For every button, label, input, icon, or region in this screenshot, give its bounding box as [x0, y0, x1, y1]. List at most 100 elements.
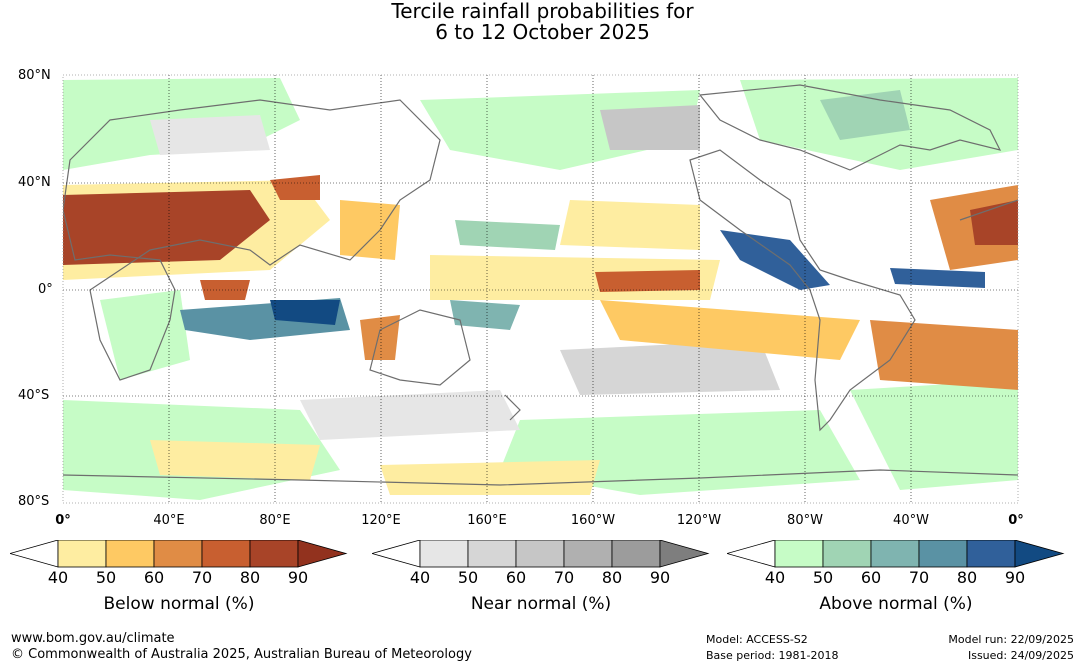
- lon-label-0-east: 0°: [1008, 513, 1024, 528]
- colorbar-near-normal-caption: Near normal (%): [470, 594, 612, 614]
- swatch-near-6: [659, 539, 710, 568]
- lat-label-40s: 40°S: [18, 388, 50, 403]
- swatch-below-2: [105, 539, 155, 568]
- swatch-above-1: [774, 539, 824, 568]
- probability-map: [62, 74, 1019, 504]
- above-normal-strong-region: [890, 268, 985, 288]
- lon-label-80w: 80°W: [787, 513, 823, 528]
- tick-below-90: 90: [287, 568, 309, 587]
- lat-label-equator: 0°: [38, 282, 53, 297]
- tick-above-90: 90: [1004, 568, 1026, 587]
- swatch-above-2: [822, 539, 872, 568]
- below-normal-region: [63, 190, 270, 265]
- below-normal-region: [600, 300, 860, 360]
- swatch-below-4: [201, 539, 251, 568]
- tick-near-70: 70: [553, 568, 575, 587]
- map-title-line-1: Tercile rainfall probabilities for: [391, 0, 694, 23]
- colorbar-below-normal-swatches: [8, 539, 348, 568]
- below-normal-region: [970, 200, 1018, 245]
- swatch-below-0: [8, 539, 59, 568]
- tick-above-40: 40: [764, 568, 786, 587]
- lon-label-40e: 40°E: [153, 513, 185, 528]
- swatch-near-5: [611, 539, 661, 568]
- footer-url-link[interactable]: www.bom.gov.au/climate: [11, 631, 175, 646]
- near-normal-region: [560, 340, 780, 395]
- lat-label-40n: 40°N: [18, 175, 51, 190]
- footer-model: Model: ACCESS-S2: [706, 633, 808, 646]
- above-normal-strong-region: [450, 300, 520, 330]
- above-normal-strong-region: [455, 220, 560, 250]
- swatch-near-4: [563, 539, 613, 568]
- footer-copyright: © Commonwealth of Australia 2025, Austra…: [11, 647, 472, 662]
- near-normal-region: [600, 105, 700, 150]
- lon-label-40w: 40°W: [893, 513, 929, 528]
- swatch-near-0: [370, 539, 421, 568]
- tick-near-60: 60: [505, 568, 527, 587]
- swatch-below-5: [249, 539, 299, 568]
- tick-above-80: 80: [956, 568, 978, 587]
- map-title-line-2: 6 to 12 October 2025: [435, 20, 650, 44]
- coastlines: [63, 84, 1018, 486]
- colorbar-above-normal-caption: Above normal (%): [819, 594, 973, 614]
- above-normal-region: [100, 290, 190, 380]
- below-normal-region: [595, 270, 700, 292]
- tick-near-50: 50: [457, 568, 479, 587]
- lon-label-120w: 120°W: [676, 513, 722, 528]
- swatch-below-6: [297, 539, 348, 568]
- tick-below-60: 60: [143, 568, 165, 587]
- footer-model-info: Model: ACCESS-S2 Base period: 1981-2018: [706, 632, 838, 664]
- tick-below-40: 40: [47, 568, 69, 587]
- tick-above-50: 50: [812, 568, 834, 587]
- tick-below-70: 70: [191, 568, 213, 587]
- tick-near-90: 90: [649, 568, 671, 587]
- below-normal-region: [270, 175, 320, 200]
- tick-above-60: 60: [860, 568, 882, 587]
- below-normal-region: [870, 320, 1018, 390]
- lon-label-160e: 160°E: [467, 513, 507, 528]
- swatch-above-5: [966, 539, 1016, 568]
- swatch-near-2: [467, 539, 517, 568]
- lon-label-160w: 160°W: [570, 513, 616, 528]
- tick-below-50: 50: [95, 568, 117, 587]
- swatch-below-3: [153, 539, 203, 568]
- above-normal-strong-region: [720, 230, 830, 290]
- tick-near-40: 40: [409, 568, 431, 587]
- footer-base-period: Base period: 1981-2018: [706, 649, 839, 662]
- graticule: [63, 75, 1018, 503]
- colorbar-below-normal-caption: Below normal (%): [103, 594, 255, 614]
- above-normal-region: [850, 380, 1018, 490]
- lon-label-0: 0°: [55, 513, 71, 528]
- below-normal-region: [380, 460, 600, 495]
- lon-label-120e: 120°E: [361, 513, 401, 528]
- tick-below-80: 80: [239, 568, 261, 587]
- lat-label-80s: 80°S: [18, 494, 50, 509]
- above-normal-strong-region: [270, 300, 340, 325]
- swatch-near-3: [515, 539, 565, 568]
- below-normal-region: [150, 440, 320, 480]
- footer-run-info: Model run: 22/09/2025 Issued: 24/09/2025: [948, 632, 1074, 664]
- probability-fields: [63, 78, 1018, 500]
- below-normal-region: [340, 200, 400, 260]
- map-frame: [62, 74, 1019, 504]
- colorbar-above-normal: 40 50 60 70 80 90 Above normal (%): [725, 539, 1065, 620]
- below-normal-region: [560, 200, 700, 250]
- tick-near-80: 80: [601, 568, 623, 587]
- near-normal-region: [300, 390, 520, 440]
- colorbar-near-normal: 40 50 60 70 80 90 Near normal (%): [370, 539, 710, 620]
- footer-left: www.bom.gov.au/climate © Commonwealth of…: [11, 631, 472, 663]
- above-normal-region: [820, 90, 910, 140]
- tick-above-70: 70: [908, 568, 930, 587]
- colorbar-below-normal: 40 50 60 70 80 90 Below normal (%): [8, 539, 348, 620]
- swatch-below-1: [57, 539, 107, 568]
- lat-label-80n: 80°N: [18, 68, 51, 83]
- lon-label-80e: 80°E: [259, 513, 291, 528]
- swatch-above-4: [918, 539, 968, 568]
- below-normal-region: [360, 315, 400, 360]
- colorbar-above-normal-swatches: [725, 539, 1065, 568]
- footer-model-run: Model run: 22/09/2025: [948, 633, 1074, 646]
- swatch-above-0: [725, 539, 776, 568]
- footer-issued: Issued: 24/09/2025: [967, 649, 1074, 662]
- near-normal-region: [150, 115, 270, 155]
- colorbar-near-normal-swatches: [370, 539, 710, 568]
- swatch-above-3: [870, 539, 920, 568]
